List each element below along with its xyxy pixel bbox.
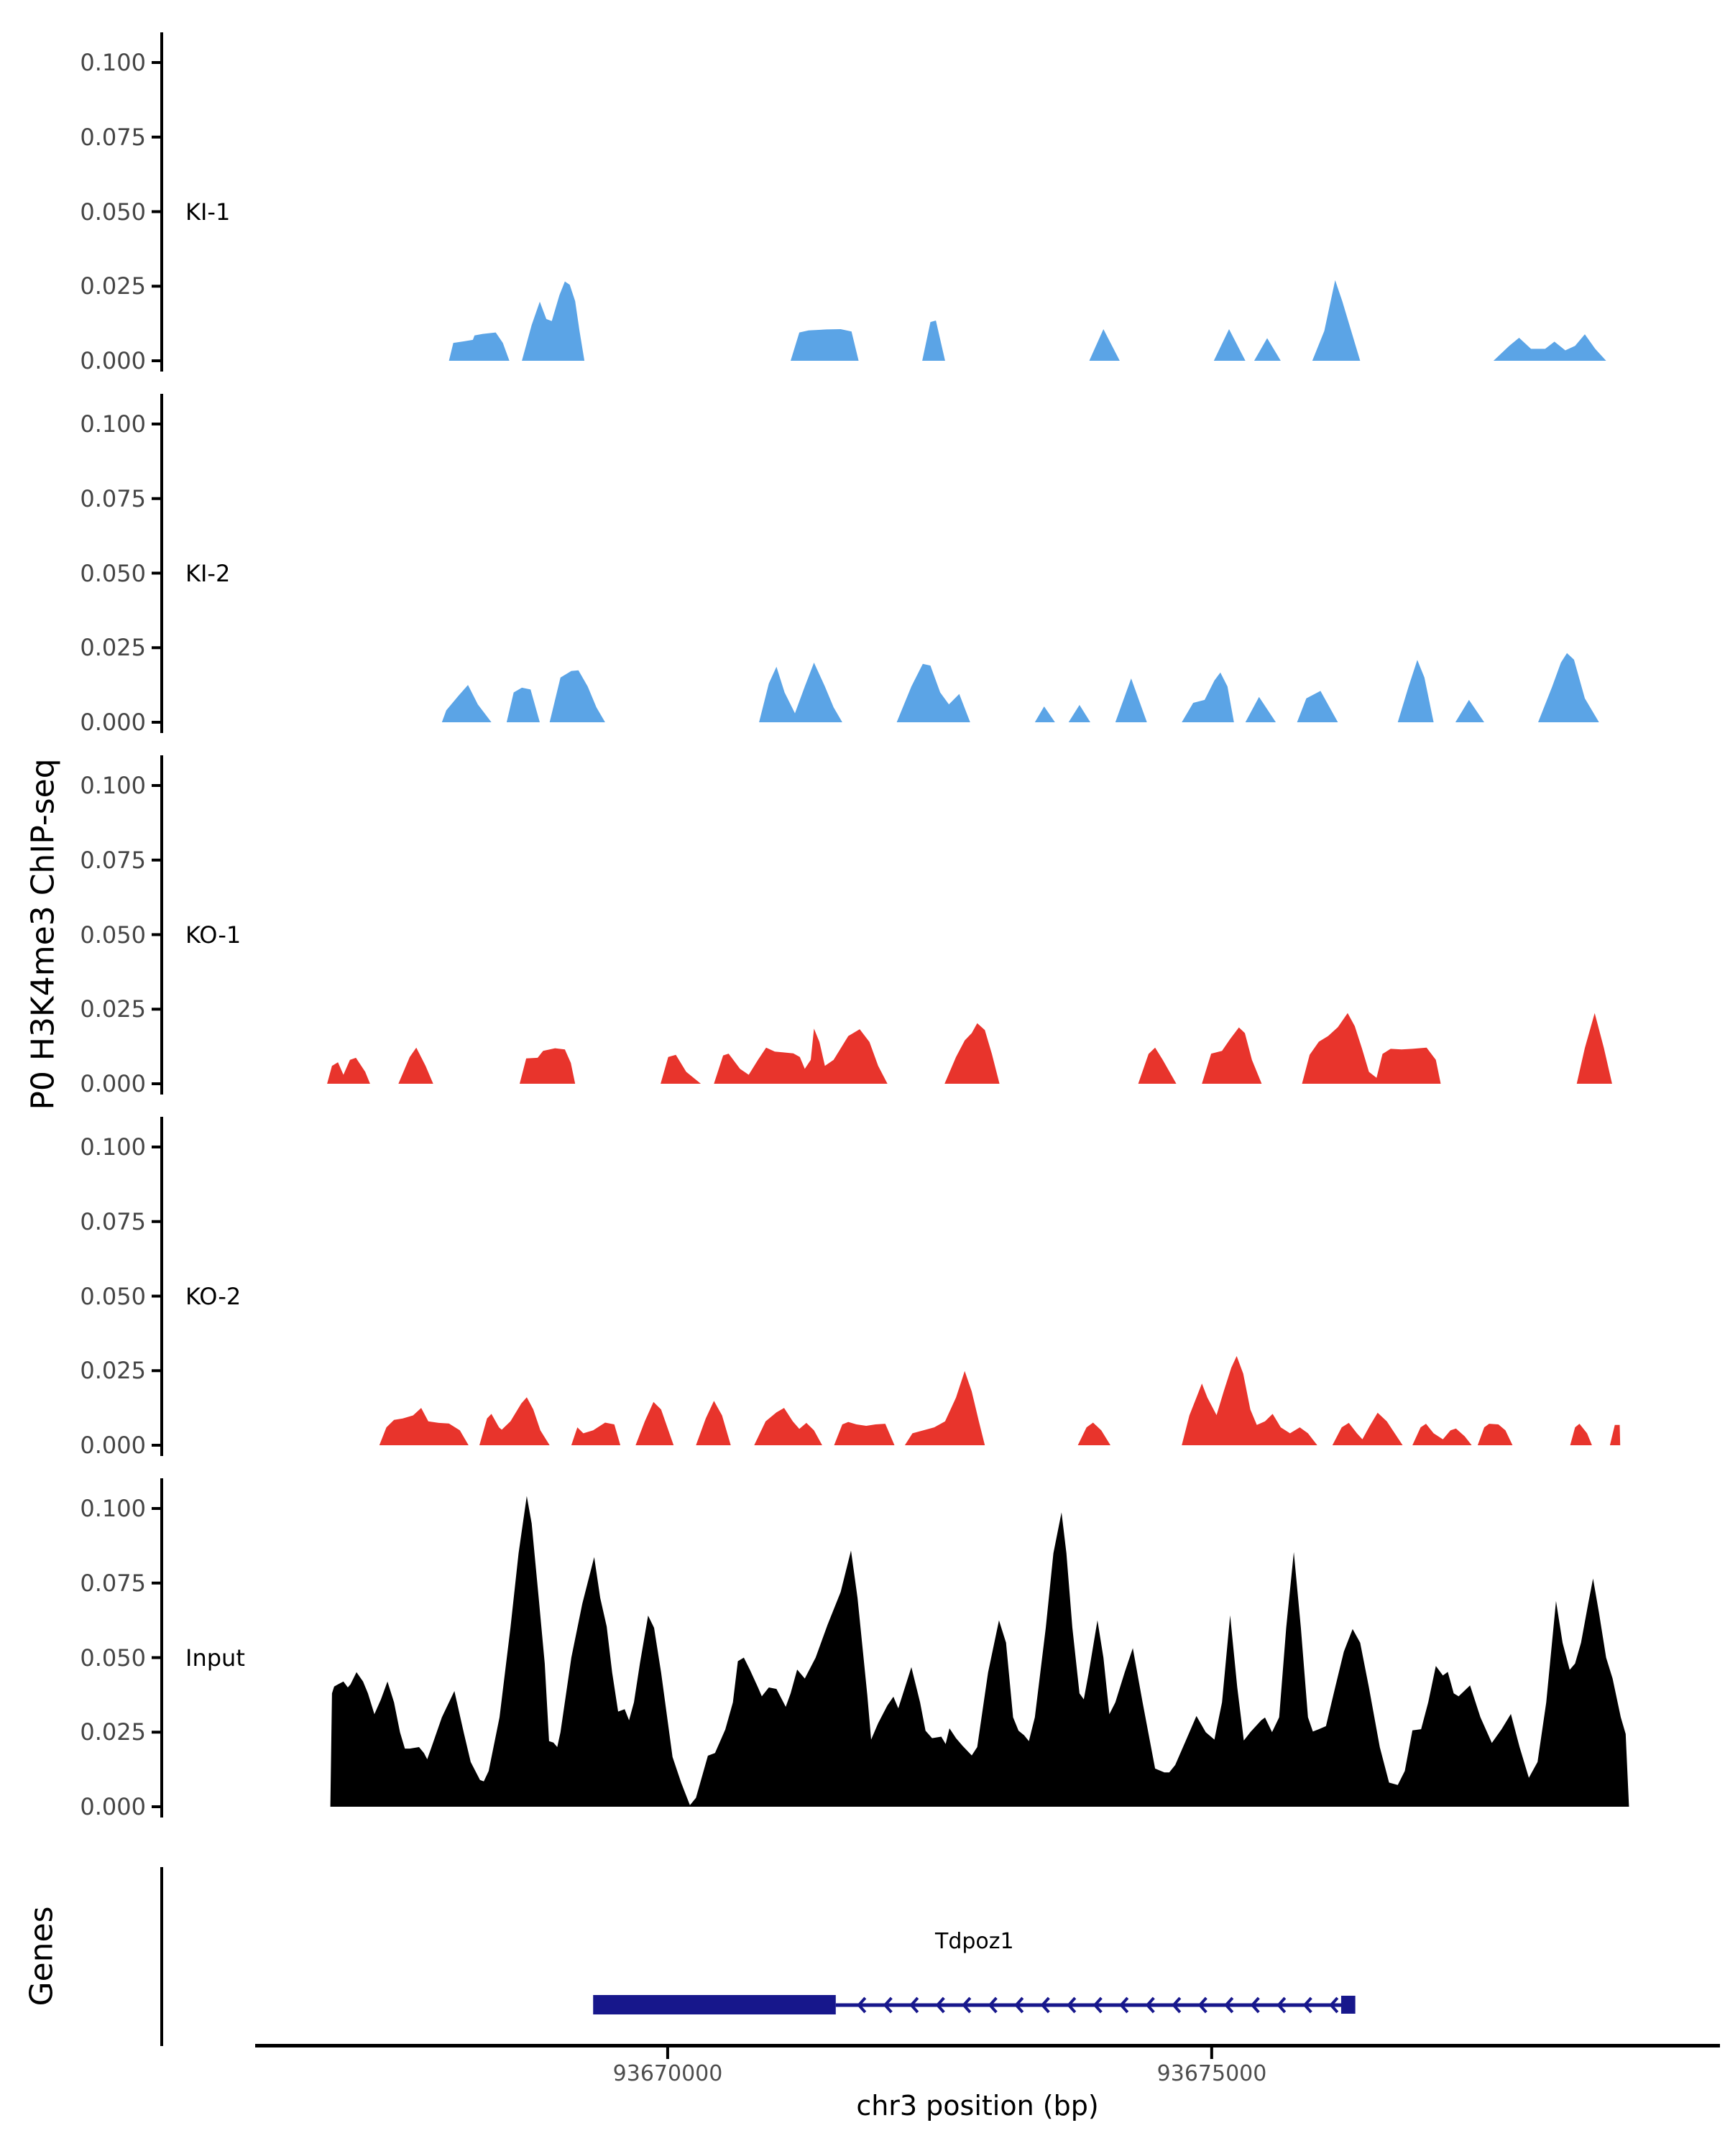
y-tick-mark xyxy=(152,61,162,64)
y-tick-mark xyxy=(152,784,162,787)
y-tick-label: 0.050 xyxy=(80,921,146,949)
y-tick-label: 0.000 xyxy=(80,1432,146,1459)
y-tick-label: 0.100 xyxy=(80,1133,146,1161)
y-tick-mark xyxy=(152,1369,162,1373)
track-label-ki1: KI-1 xyxy=(185,198,231,226)
y-tick-label: 0.075 xyxy=(80,846,146,874)
y-tick-label: 0.050 xyxy=(80,559,146,587)
gene-exon-box xyxy=(593,1995,836,2014)
genes-panel-axis xyxy=(160,1867,163,2046)
gene-strand-arrow-left xyxy=(1119,1996,1129,2014)
track-label-ko1: KO-1 xyxy=(185,921,242,949)
y-tick-label: 0.100 xyxy=(80,772,146,799)
y-tick-mark xyxy=(152,858,162,862)
y-tick-mark xyxy=(152,721,162,724)
y-tick-label: 0.025 xyxy=(80,1718,146,1746)
y-tick-label: 0.100 xyxy=(80,1495,146,1522)
y-tick-mark xyxy=(152,210,162,213)
gene-strand-arrow-left xyxy=(1224,1996,1234,2014)
gene-strand-arrow-left xyxy=(935,1996,945,2014)
y-tick-mark xyxy=(152,1507,162,1510)
gene-strand-arrow-left xyxy=(962,1996,972,2014)
y-tick-mark xyxy=(152,1731,162,1734)
gene-strand-arrow-left xyxy=(1145,1996,1155,2014)
track-label-input: Input xyxy=(185,1644,245,1672)
gene-strand-arrow-left xyxy=(1302,1996,1312,2014)
panel-y-axis-KI-2 xyxy=(160,394,163,733)
gene-strand-arrow-left xyxy=(988,1996,998,2014)
y-tick-label: 0.000 xyxy=(80,347,146,374)
track-label-ko2: KO-2 xyxy=(185,1283,242,1310)
gene-name-label: Tdpoz1 xyxy=(934,1929,1014,1954)
y-tick-mark xyxy=(152,1146,162,1148)
y-tick-mark xyxy=(152,285,162,288)
y-tick-mark xyxy=(152,135,162,139)
track-area-KI-1 xyxy=(448,280,1606,361)
y-tick-label: 0.025 xyxy=(80,634,146,662)
track-label-ki2: KI-2 xyxy=(185,560,231,587)
x-axis-title: chr3 position (bp) xyxy=(856,2090,1099,2122)
y-tick-label: 0.025 xyxy=(80,1357,146,1385)
y-tick-mark xyxy=(152,1581,162,1585)
y-tick-label: 0.050 xyxy=(80,198,146,226)
y-tick-label: 0.100 xyxy=(80,49,146,76)
y-tick-mark xyxy=(152,359,162,362)
y-tick-mark xyxy=(152,933,162,936)
y-tick-label: 0.000 xyxy=(80,1070,146,1097)
gene-strand-arrow-left xyxy=(883,1996,893,2014)
x-tick-mark xyxy=(1210,2047,1213,2059)
gene-strand-arrow-left xyxy=(1197,1996,1208,2014)
y-tick-label: 0.000 xyxy=(80,709,146,736)
track-area-KO-2 xyxy=(379,1355,1621,1445)
y-tick-mark xyxy=(152,646,162,650)
y-tick-label: 0.050 xyxy=(80,1644,146,1672)
gene-strand-arrow-left xyxy=(1329,1996,1339,2014)
gene-strand-arrow-left xyxy=(1276,1996,1287,2014)
gene-strand-arrow-left xyxy=(1250,1996,1260,2014)
y-tick-label: 0.000 xyxy=(80,1793,146,1820)
gene-strand-arrow-left xyxy=(1092,1996,1103,2014)
y-tick-mark xyxy=(152,1082,162,1085)
y-tick-mark xyxy=(152,1444,162,1447)
track-area-KI-2 xyxy=(441,653,1599,722)
gene-strand-arrow-left xyxy=(857,1996,867,2014)
gene-strand-arrow-left xyxy=(1014,1996,1024,2014)
x-tick-mark xyxy=(666,2047,669,2059)
track-area-Input xyxy=(330,1496,1629,1807)
y-tick-mark xyxy=(152,423,162,425)
y-tick-mark xyxy=(152,1008,162,1011)
y-tick-mark xyxy=(152,1805,162,1808)
track-area-KO-1 xyxy=(327,1013,1612,1084)
panel-y-axis-Input xyxy=(160,1478,163,1818)
y-tick-label: 0.025 xyxy=(80,272,146,300)
y-tick-mark xyxy=(152,1294,162,1298)
gene-strand-arrow-left xyxy=(909,1996,919,2014)
y-tick-mark xyxy=(152,1220,162,1223)
y-tick-label: 0.100 xyxy=(80,410,146,438)
y-tick-label: 0.050 xyxy=(80,1282,146,1310)
x-axis-line xyxy=(255,2044,1720,2047)
x-tick-label-93675000: 93675000 xyxy=(1156,2061,1267,2086)
y-tick-label: 0.025 xyxy=(80,995,146,1023)
gene-strand-arrow-left xyxy=(1172,1996,1182,2014)
y-tick-mark xyxy=(152,497,162,500)
panel-y-axis-KI-1 xyxy=(160,32,163,372)
y-tick-mark xyxy=(152,1656,162,1659)
y-tick-label: 0.075 xyxy=(80,123,146,151)
y-tick-mark xyxy=(152,571,162,575)
genes-panel-title: Genes xyxy=(23,1906,60,2007)
panel-y-axis-KO-2 xyxy=(160,1117,163,1456)
panel-y-axis-KO-1 xyxy=(160,755,163,1095)
y-tick-label: 0.075 xyxy=(80,484,146,512)
y-tick-label: 0.075 xyxy=(80,1207,146,1235)
x-tick-label-93670000: 93670000 xyxy=(612,2061,723,2086)
gene-strand-arrow-left xyxy=(1040,1996,1050,2014)
y-tick-label: 0.075 xyxy=(80,1569,146,1597)
gene-end-box xyxy=(1340,1996,1356,2014)
gene-strand-arrow-left xyxy=(1067,1996,1077,2014)
